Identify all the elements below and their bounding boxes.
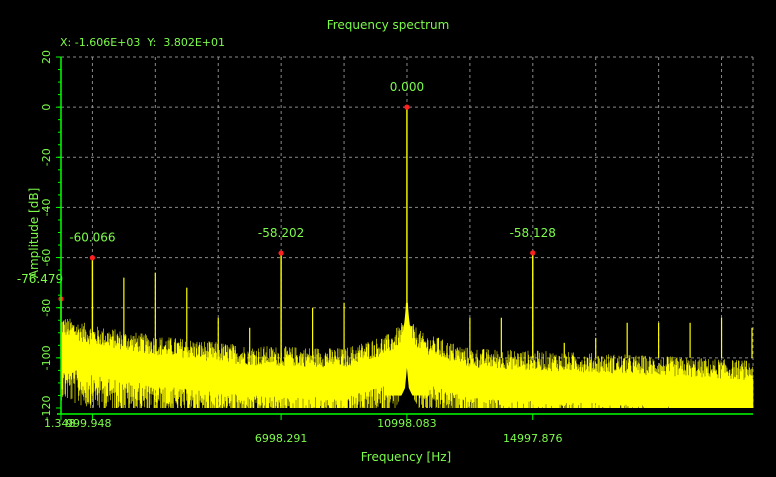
y-tick-label: -60 <box>40 249 53 267</box>
y-axis-label: Amplitude [dB] <box>27 188 41 279</box>
x-tick-label: 999.948 <box>66 417 112 430</box>
cursor-y-value: 3.802E+01 <box>163 36 225 49</box>
y-tick-label: 0 <box>40 104 53 111</box>
cursor-y-label: Y: <box>147 36 157 49</box>
peak-markers: -76.479 -60.066 -58.202 0.000 -58.128 <box>17 80 556 358</box>
carrier-notch <box>394 367 420 411</box>
y-tick-label: -100 <box>40 345 53 370</box>
y-tick-label: -80 <box>40 299 53 317</box>
peak-label: -60.066 <box>69 231 115 245</box>
chart-title: Frequency spectrum <box>326 18 450 32</box>
peak-label: -76.479 <box>17 272 63 286</box>
y-tick-label: -40 <box>40 198 53 216</box>
cursor-x-label: X: <box>60 36 72 49</box>
x-tick-label: 1.348 <box>44 417 76 430</box>
cursor-readout: X: -1.606E+03 Y: 3.802E+01 <box>60 36 225 49</box>
axes <box>56 56 753 420</box>
cursor-x-value: -1.606E+03 <box>74 36 141 49</box>
peak-label: -58.128 <box>510 226 556 240</box>
x-axis-label: Frequency [Hz] <box>361 450 452 464</box>
peak-marker <box>404 104 410 110</box>
y-tick-label: -120 <box>40 396 53 421</box>
peak-label: 0.000 <box>390 80 424 94</box>
x-tick-label: 10998.083 <box>377 417 437 430</box>
peak-marker <box>530 250 536 256</box>
x-tick-label: 6998.291 <box>255 432 308 445</box>
peak-marker <box>89 255 96 261</box>
y-tick-label: -20 <box>40 148 53 166</box>
peak-marker <box>278 250 284 256</box>
y-tick-labels: 20 0 -20 -40 -60 -80 -100 -120 <box>40 50 53 420</box>
peak-label: -58.202 <box>258 226 304 240</box>
x-tick-label: 14997.876 <box>503 432 563 445</box>
y-tick-label: 20 <box>40 50 53 64</box>
spur-lines <box>123 272 753 358</box>
